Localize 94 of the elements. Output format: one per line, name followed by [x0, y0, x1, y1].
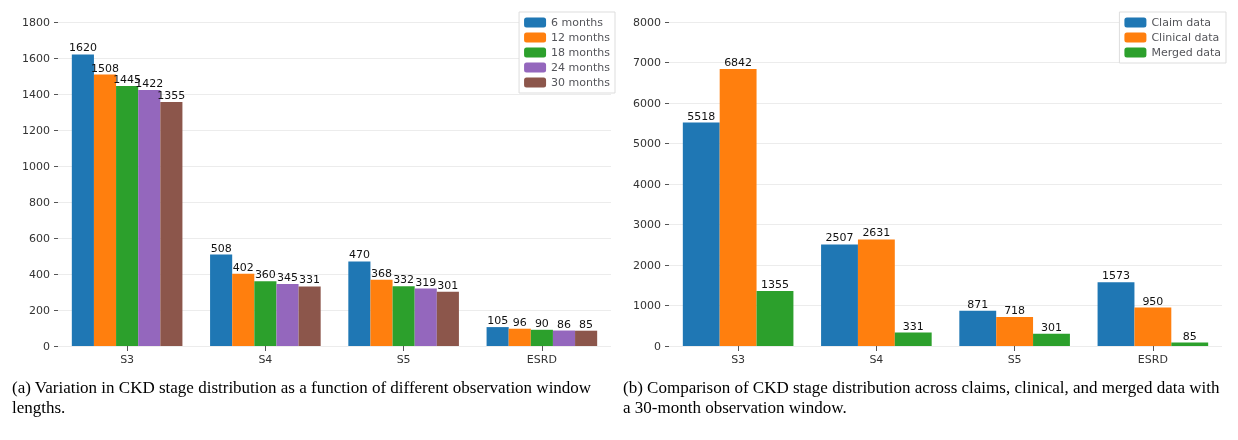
data-label: 402	[232, 260, 254, 274]
data-label: 2631	[862, 226, 891, 240]
data-label: 950	[1142, 294, 1164, 308]
legend-label: 30 months	[551, 76, 611, 89]
bar	[392, 286, 415, 346]
legend-label: Claim data	[1151, 16, 1211, 29]
bar	[276, 283, 299, 346]
bar	[996, 316, 1034, 346]
data-label: 319	[415, 275, 437, 289]
legend-label: 12 months	[551, 31, 611, 44]
x-tick-label: S5	[396, 353, 411, 366]
bar	[1134, 307, 1172, 346]
bar	[116, 85, 139, 346]
data-label: 331	[902, 319, 924, 333]
legend-label: Clinical data	[1151, 31, 1220, 44]
data-label: 1620	[68, 41, 97, 55]
bar	[756, 291, 794, 346]
data-label: 96	[512, 315, 527, 329]
x-tick-label: ESRD	[1137, 353, 1168, 366]
y-tick-label: 7000	[633, 56, 661, 69]
data-label: 368	[371, 266, 393, 280]
y-tick-label: 6000	[633, 96, 661, 110]
bar	[254, 281, 277, 346]
bar	[436, 291, 459, 346]
bar	[530, 329, 553, 346]
data-label: 332	[393, 273, 415, 287]
y-tick-label: 400	[29, 267, 50, 281]
y-tick-label: 3000	[633, 218, 661, 231]
bar	[1097, 282, 1135, 346]
data-label: 105	[487, 314, 509, 328]
y-tick-label: 1000	[22, 159, 50, 173]
data-label: 86	[556, 317, 571, 331]
y-tick-label: 0	[654, 339, 661, 353]
data-label: 331	[299, 273, 321, 287]
bar	[298, 286, 321, 346]
y-tick-label: 600	[29, 231, 50, 245]
y-tick-label: 0	[43, 339, 50, 353]
legend-label: Merged data	[1151, 46, 1221, 59]
legend-label: 24 months	[551, 61, 611, 74]
y-tick-label: 8000	[633, 15, 661, 29]
x-tick-label: S4	[869, 353, 884, 366]
data-label: 85	[1182, 329, 1197, 343]
bar	[414, 288, 437, 346]
text: (a) Variation in CKD stage distribution as a function of different observation window lengths.	[11, 377, 593, 418]
data-label: 871	[967, 297, 989, 311]
bar	[210, 254, 233, 346]
data-label: 301	[437, 278, 459, 292]
x-tick-label: ESRD	[526, 353, 557, 366]
data-label: 2507	[825, 231, 854, 245]
y-tick-label: 2000	[633, 258, 661, 272]
y-tick-label: 800	[29, 195, 50, 209]
bar	[894, 332, 932, 346]
data-label: 5518	[687, 109, 716, 123]
y-tick-label: 200	[29, 303, 50, 317]
y-tick-label: 1600	[22, 51, 50, 65]
data-label: 345	[276, 270, 298, 284]
x-tick-label: S4	[258, 353, 273, 366]
bar	[71, 54, 94, 346]
data-label: 360	[254, 268, 276, 282]
y-tick-label: 1800	[22, 15, 50, 29]
bar	[1033, 333, 1070, 346]
bar	[486, 327, 509, 346]
x-tick-label: S5	[1007, 353, 1022, 366]
data-label: 90	[534, 316, 549, 330]
bar	[821, 244, 858, 346]
data-label: 1355	[760, 278, 789, 292]
bar	[575, 330, 598, 346]
y-tick-label: 4000	[633, 177, 661, 191]
bar	[857, 239, 895, 346]
bar	[508, 328, 531, 346]
bar	[232, 273, 255, 346]
bar	[348, 261, 371, 346]
bar	[959, 310, 997, 346]
x-tick-label: S3	[120, 353, 135, 366]
data-label: 6842	[724, 55, 753, 69]
bar	[370, 279, 393, 346]
y-tick-label: 5000	[633, 137, 661, 150]
data-label: 85	[579, 317, 594, 331]
y-tick-label: 1000	[633, 299, 661, 312]
data-label: 508	[210, 241, 232, 255]
x-tick-label: S3	[731, 353, 746, 366]
y-tick-label: 1200	[22, 123, 50, 137]
bar	[719, 68, 757, 346]
data-label: 470	[348, 248, 370, 262]
legend-label: 18 months	[551, 46, 611, 59]
data-label: 1573	[1102, 269, 1131, 283]
y-tick-label: 1400	[22, 87, 50, 101]
bar	[552, 330, 576, 346]
legend-label: 6 months	[551, 16, 604, 29]
text: (b) Comparison of CKD stage distribution across claims, clinical, and merged data with a 30-month observation window.	[622, 377, 1221, 418]
data-label: 301	[1040, 320, 1062, 334]
data-label: 718	[1004, 303, 1026, 317]
bar	[682, 122, 720, 346]
bar	[160, 102, 183, 346]
